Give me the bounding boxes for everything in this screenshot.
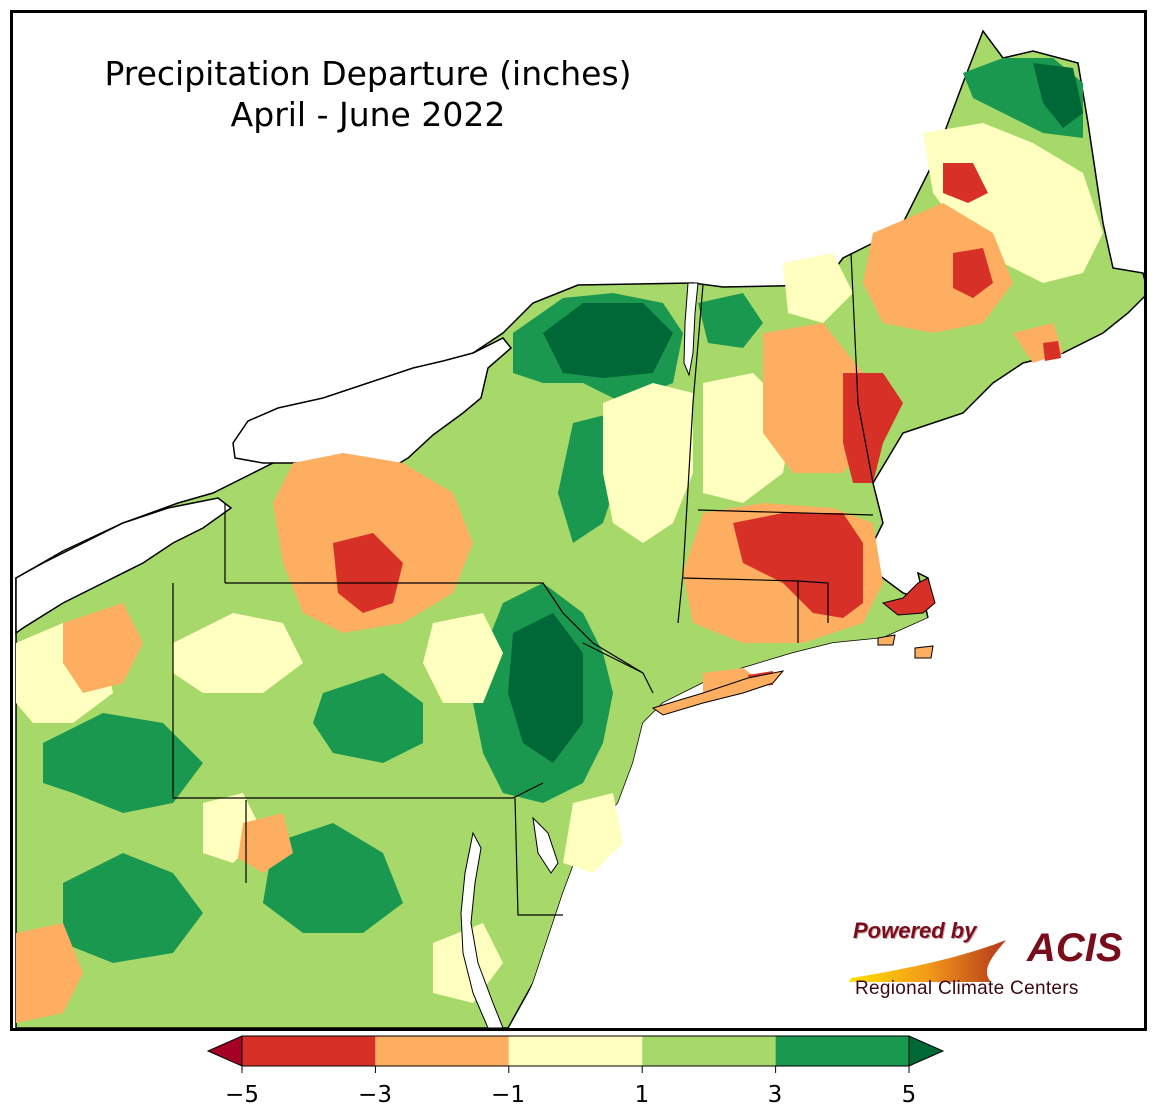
tick-label: 5	[901, 1082, 917, 1108]
colorbar-bin	[508, 1036, 643, 1066]
lake-erie	[15, 497, 233, 635]
colorbar	[206, 1035, 945, 1073]
delaware-bay	[532, 816, 559, 874]
marthas-vineyard	[877, 634, 896, 646]
tick-label: 3	[767, 1082, 783, 1108]
lake-champlain	[683, 282, 699, 377]
title-line-1: Precipitation Departure (inches)	[104, 54, 632, 93]
tick-label: −5	[225, 1082, 259, 1108]
acis-logo: Powered by ACIS Regional Climate Centers	[841, 918, 1131, 1013]
colorbar-bin	[775, 1036, 909, 1066]
tick-label: −1	[491, 1082, 525, 1108]
cape-cod	[881, 577, 936, 616]
colorbar-bin	[242, 1036, 376, 1066]
colorbar-legend: −5 −3 −1 1 3 5	[205, 1034, 945, 1117]
acis-brand: ACIS	[1027, 926, 1123, 970]
chesapeake-bay	[460, 831, 504, 1028]
colorbar-outline	[241, 1035, 910, 1067]
acis-swoosh-icon	[849, 940, 1006, 982]
nantucket	[914, 645, 934, 659]
colorbar-bin	[375, 1036, 509, 1066]
colorbar-bin	[642, 1036, 776, 1066]
rcc-tagline: Regional Climate Centers	[855, 978, 1079, 999]
state-borders	[172, 252, 874, 916]
very-dry-zones	[333, 163, 1061, 687]
title-line-2: April - June 2022	[230, 95, 506, 134]
powered-by-label: Powered by	[853, 918, 977, 943]
colorbar-arrow-high	[908, 1035, 945, 1067]
map-frame: Precipitation Departure (inches) April -…	[10, 10, 1147, 1031]
precipitation-map	[15, 29, 1144, 1028]
tick-label: 1	[634, 1082, 650, 1108]
colorbar-arrow-low	[206, 1035, 243, 1067]
tick-label: −3	[358, 1082, 392, 1108]
long-island	[651, 670, 785, 716]
very-wet-zones	[508, 63, 1083, 763]
map-title: Precipitation Departure (inches) April -…	[53, 53, 683, 135]
atlantic-ocean	[513, 303, 1144, 1028]
